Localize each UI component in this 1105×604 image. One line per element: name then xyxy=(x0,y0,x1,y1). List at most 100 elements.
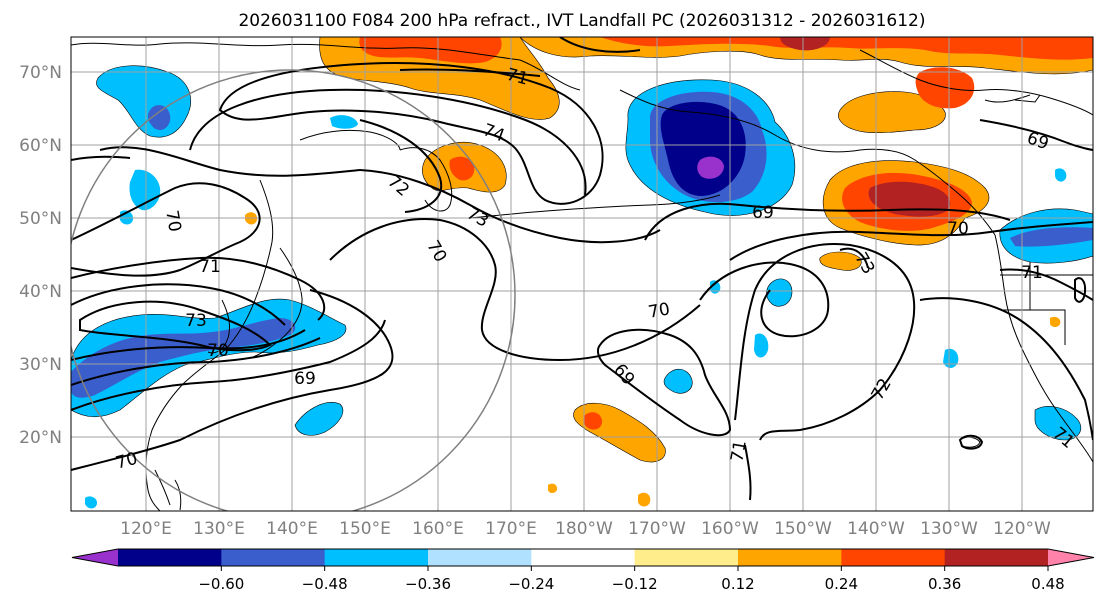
latitude-labels: 70°N 60°N 50°N 40°N 30°N 20°N xyxy=(19,63,62,448)
lon-label-180w: 180°W xyxy=(555,519,613,539)
refractivity-contours xyxy=(71,37,1093,501)
contour-73-west xyxy=(79,300,272,352)
blue-patch-small-6 xyxy=(85,496,98,509)
blue-patch-small-7 xyxy=(710,280,721,294)
lon-label-150w: 150°W xyxy=(774,519,832,539)
colorbar-tick-label: −0.36 xyxy=(405,575,451,593)
colorbar-tick-label: −0.60 xyxy=(198,575,244,593)
coastline-north-america-west xyxy=(994,234,1093,463)
colorbar-outline xyxy=(71,548,1095,567)
lat-label-70n: 70°N xyxy=(19,63,62,83)
orange-patch-small-5 xyxy=(1050,316,1061,327)
lon-label-160w: 160°W xyxy=(701,519,759,539)
coastline-okhotsk xyxy=(299,129,401,151)
colorbar-segment xyxy=(841,549,946,566)
lon-label-140w: 140°W xyxy=(847,519,905,539)
red-patch-asia-top xyxy=(359,37,502,64)
contour-label: 73 xyxy=(185,311,207,331)
colorbar-tick-label: −0.24 xyxy=(508,575,554,593)
contour-70-central xyxy=(329,218,701,362)
contour-label: 71 xyxy=(727,439,750,464)
longitude-labels: 120°E 130°E 140°E 150°E 160°E 170°E 180°… xyxy=(120,519,1051,539)
blue-patch-small-5 xyxy=(1055,168,1067,182)
blue-patch-north-america-south xyxy=(1034,406,1082,441)
colorbar-segment xyxy=(221,549,326,566)
blue-patch-small-2 xyxy=(754,333,769,358)
lat-label-40n: 40°N xyxy=(19,282,62,302)
coastline-asia-north xyxy=(71,42,581,91)
colorbar-tick-label: −0.48 xyxy=(302,575,348,593)
gridlines xyxy=(71,37,1093,511)
lat-label-50n: 50°N xyxy=(19,209,62,229)
lat-label-30n: 30°N xyxy=(19,355,62,375)
contour-70-jet xyxy=(71,337,321,386)
contour-70-east xyxy=(729,221,1093,261)
contour-label: 70 xyxy=(207,341,229,361)
contour-70-far-east xyxy=(919,297,1093,441)
colorbar-tick-label: 0.48 xyxy=(1031,575,1064,593)
contour-72-east xyxy=(734,243,916,441)
contour-label: 71 xyxy=(199,257,221,277)
coastline-canada-arctic xyxy=(859,49,1093,116)
contour-73-north xyxy=(189,88,661,244)
contour-69-jet xyxy=(71,319,386,411)
contour-label: 70 xyxy=(647,299,672,322)
lon-label-130e: 130°E xyxy=(193,519,245,539)
colorbar-segment xyxy=(324,549,429,566)
colorbar-segment xyxy=(428,549,532,566)
colorbar-extend-low xyxy=(72,549,118,566)
lon-label-150e: 150°E xyxy=(339,519,391,539)
colorbar-tick-label: 0.24 xyxy=(825,575,858,593)
blue-patch-central-pacific-2 xyxy=(663,368,693,394)
contour-71-south-east xyxy=(744,444,752,501)
coastline-korea xyxy=(207,299,231,354)
lon-label-140e: 140°E xyxy=(266,519,318,539)
colorbar-tick-label: −0.12 xyxy=(612,575,658,593)
colorbar-segment xyxy=(531,549,636,566)
blue-patch-japan-mid xyxy=(71,318,296,398)
red-patch-kamchatka xyxy=(449,156,475,181)
contour-70-west xyxy=(71,182,261,277)
blue-patch-small-1 xyxy=(943,348,959,368)
contour-label: 70 xyxy=(947,219,969,239)
colorbar: −0.60 −0.48 −0.36 −0.24 −0.12 0.12 0.24 0.36 0.4… xyxy=(71,548,1095,593)
lat-label-60n: 60°N xyxy=(19,136,62,156)
orange-patch-small-4 xyxy=(638,492,651,507)
contour-71-far-east xyxy=(999,268,1093,301)
map-frame xyxy=(70,36,1094,512)
contour-71-east xyxy=(699,261,830,338)
state-borders xyxy=(1000,262,1093,345)
map-content: 71 74 72 73 70 70 71 73 70 69 69 70 69 7… xyxy=(71,37,1093,511)
blue-patch-asia-north-mid xyxy=(147,105,171,131)
contour-label: 69 xyxy=(752,203,774,223)
contour-70-pole xyxy=(559,37,641,53)
colorbar-tick-label: 0.12 xyxy=(721,575,754,593)
lon-label-170w: 170°W xyxy=(628,519,686,539)
contour-73-east xyxy=(839,247,869,269)
contour-small-loop xyxy=(958,434,984,450)
contour-72-west xyxy=(71,283,286,326)
contour-70-south xyxy=(71,289,394,471)
colorbar-extend-high xyxy=(1048,549,1094,566)
map-title: 2026031100 F084 200 hPa refract., IVT La… xyxy=(238,11,925,31)
ivt-negative-shading xyxy=(71,65,1093,509)
colorbar-segment xyxy=(118,549,222,566)
lon-label-120e: 120°E xyxy=(120,519,172,539)
coastline-asia-east xyxy=(145,179,274,511)
blue-patch-small-4 xyxy=(330,115,358,129)
blue-patch-pacific-north-core xyxy=(660,101,746,196)
lon-label-160e: 160°E xyxy=(412,519,464,539)
darkred-patch-arctic-top xyxy=(780,37,830,51)
orange-patch-canada-east xyxy=(838,91,946,134)
coastline-aleutians xyxy=(469,194,721,219)
contour-71-upper xyxy=(71,68,541,161)
blue-patch-central-pacific-3 xyxy=(294,402,344,436)
lon-label-130w: 130°W xyxy=(920,519,978,539)
purple-patch-pacific-north xyxy=(697,156,724,179)
contour-69-northeast xyxy=(979,119,1093,151)
contour-label: 69 xyxy=(294,369,316,389)
distance-ring xyxy=(71,69,516,511)
coastline-alaska xyxy=(619,89,996,236)
contour-label: 71 xyxy=(1021,263,1043,283)
